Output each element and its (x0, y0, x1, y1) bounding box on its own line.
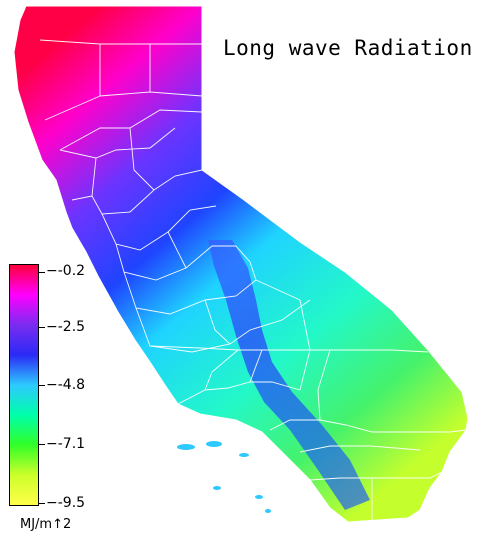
legend-tick (39, 444, 45, 445)
legend-color-bar (9, 264, 39, 506)
sierra-cool-band (208, 240, 370, 510)
page-title: Long wave Radiation (223, 36, 473, 60)
legend-label: −-2.5 (46, 319, 86, 335)
legend-label-min: −-9.5 (46, 495, 86, 511)
legend-tick (39, 503, 45, 504)
legend-unit-label: MJ/m↑2 (20, 517, 72, 532)
legend-tick (39, 385, 45, 386)
county-boundaries (39, 39, 467, 520)
legend-label: −-4.8 (46, 377, 86, 393)
legend-label-max: −-0.2 (46, 263, 86, 279)
legend-tick (39, 327, 45, 328)
channel-islands (177, 441, 271, 513)
legend-label: −-7.1 (46, 436, 86, 452)
legend-tick (39, 272, 45, 273)
